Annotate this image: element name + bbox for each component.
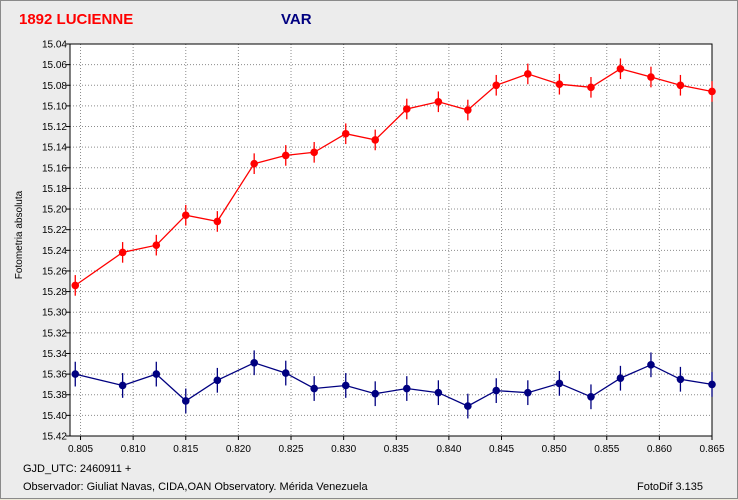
y-tick-label: 15.42 xyxy=(42,432,67,443)
y-tick-label: 15.32 xyxy=(42,328,67,339)
x-tick-label: 0.830 xyxy=(331,444,356,455)
data-point xyxy=(402,384,411,393)
data-point xyxy=(213,376,222,385)
y-tick-label: 15.08 xyxy=(42,81,67,92)
series-0 xyxy=(71,58,716,296)
data-point xyxy=(524,388,532,397)
object-title: 1892 LUCIENNE xyxy=(19,11,134,28)
x-tick-label: 0.865 xyxy=(699,444,724,455)
y-axis-label: Fotometria absoluta xyxy=(14,190,25,279)
y-tick-label: 15.36 xyxy=(42,370,67,381)
x-tick-label: 0.835 xyxy=(384,444,409,455)
series-1 xyxy=(71,350,716,419)
x-tick-label: 0.815 xyxy=(173,444,198,455)
data-point xyxy=(434,97,443,106)
data-point xyxy=(341,129,350,138)
data-point xyxy=(555,379,564,388)
data-point xyxy=(647,73,655,81)
data-point xyxy=(676,81,685,90)
y-tick-label: 15.38 xyxy=(42,390,67,401)
data-point xyxy=(464,106,472,114)
data-point xyxy=(71,370,80,378)
data-point xyxy=(281,369,290,377)
y-axis-ticks: 15.04 15.06 15.08 15.10 15.12 15.14 15.16 15.18… xyxy=(42,40,70,443)
x-tick-label: 0.805 xyxy=(68,444,93,455)
software-label: FotoDif 3.135 xyxy=(637,481,704,493)
y-tick-label: 15.04 xyxy=(42,40,67,51)
data-point xyxy=(310,148,318,157)
y-tick-label: 15.28 xyxy=(42,287,67,298)
data-point xyxy=(341,381,350,390)
data-point xyxy=(281,151,290,160)
data-point xyxy=(118,381,127,390)
data-point xyxy=(555,80,564,89)
data-point xyxy=(250,159,258,168)
y-tick-label: 15.26 xyxy=(42,266,67,277)
gjd-label: GJD_UTC: 2460911 + xyxy=(23,463,132,475)
data-point xyxy=(152,370,161,378)
data-point xyxy=(118,248,127,257)
data-point xyxy=(310,384,318,393)
y-tick-label: 15.30 xyxy=(42,308,67,319)
data-point xyxy=(181,211,190,220)
data-point xyxy=(616,64,625,73)
data-point xyxy=(492,386,501,395)
y-tick-label: 15.34 xyxy=(42,349,67,360)
data-point xyxy=(213,217,222,226)
data-point xyxy=(647,361,655,369)
data-point xyxy=(371,136,380,144)
grid-lines xyxy=(70,43,713,437)
y-tick-label: 15.16 xyxy=(42,163,67,174)
x-tick-label: 0.845 xyxy=(489,444,514,455)
x-tick-label: 0.840 xyxy=(436,444,461,455)
x-axis-ticks: 0.805 0.810 0.815 0.820 0.825 0.830 0.835 0.840… xyxy=(68,436,725,455)
data-point xyxy=(181,397,190,405)
y-tick-label: 15.22 xyxy=(42,225,67,236)
y-tick-label: 15.18 xyxy=(42,184,67,195)
data-point xyxy=(402,105,411,113)
data-point xyxy=(708,380,716,389)
y-tick-label: 15.12 xyxy=(42,122,67,133)
data-point xyxy=(587,83,595,92)
y-tick-label: 15.24 xyxy=(42,246,67,257)
y-tick-label: 15.06 xyxy=(42,60,67,71)
plot-background xyxy=(70,44,712,436)
data-point xyxy=(676,375,685,384)
y-tick-label: 15.14 xyxy=(42,143,67,154)
x-tick-label: 0.810 xyxy=(121,444,146,455)
x-tick-label: 0.850 xyxy=(542,444,567,455)
data-point xyxy=(434,388,443,397)
observer-label: Observador: Giuliat Navas, CIDA,OAN Obse… xyxy=(23,481,368,493)
data-point xyxy=(587,393,595,401)
var-title: VAR xyxy=(281,11,312,28)
x-tick-label: 0.820 xyxy=(226,444,251,455)
series-layer xyxy=(71,58,716,419)
plot-area xyxy=(69,43,713,437)
x-tick-label: 0.825 xyxy=(279,444,304,455)
data-point xyxy=(616,374,625,383)
data-point xyxy=(492,81,501,90)
data-point xyxy=(371,389,380,398)
data-point xyxy=(464,402,472,410)
y-tick-label: 15.10 xyxy=(42,101,67,112)
data-point xyxy=(524,70,532,78)
x-tick-label: 0.860 xyxy=(647,444,672,455)
data-point xyxy=(708,87,716,96)
x-tick-label: 0.855 xyxy=(594,444,619,455)
data-point xyxy=(250,358,258,367)
data-point xyxy=(152,241,161,249)
y-tick-label: 15.40 xyxy=(42,411,67,422)
y-tick-label: 15.20 xyxy=(42,205,67,216)
data-point xyxy=(71,281,80,290)
